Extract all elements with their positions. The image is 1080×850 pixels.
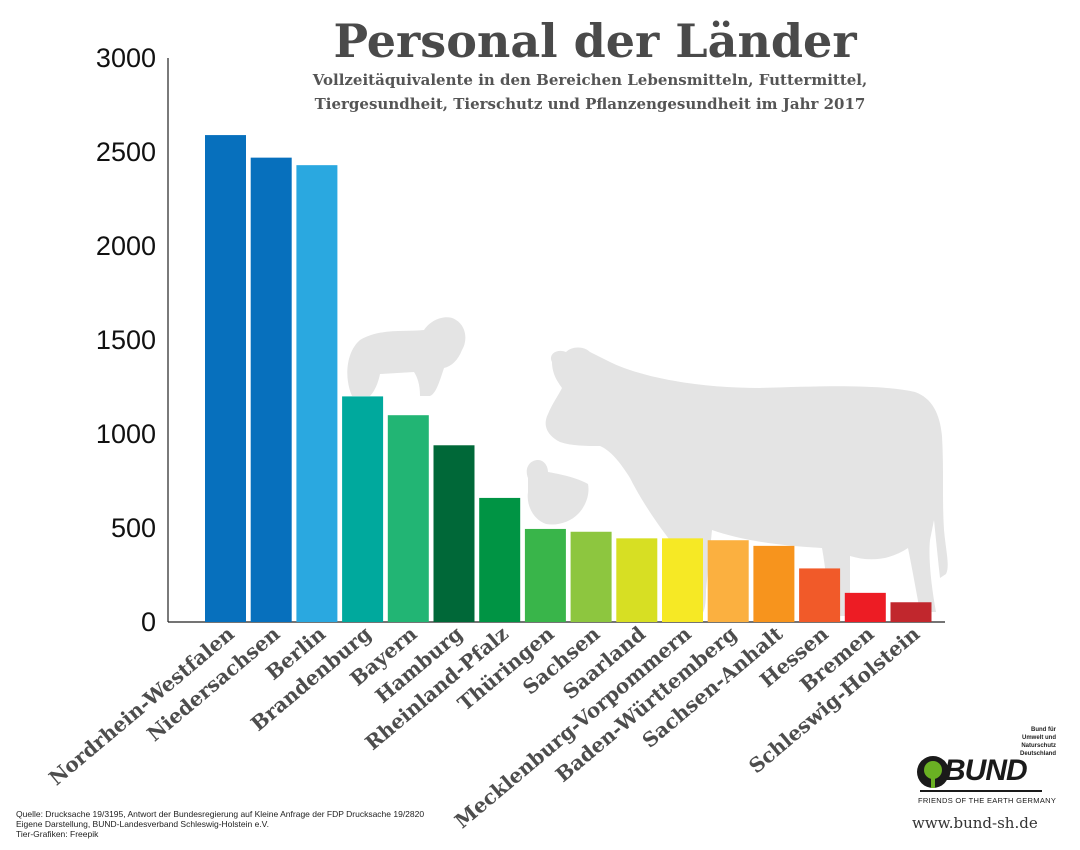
- bars: [205, 135, 932, 622]
- bar: [250, 157, 292, 622]
- logo-wordmark: BUND: [944, 754, 1028, 787]
- website-link[interactable]: www.bund-sh.de: [912, 814, 1038, 832]
- bund-logo: Bund für Umwelt und Naturschutz Deutschl…: [912, 726, 1062, 810]
- logo-tagline-4: Deutschland: [1019, 751, 1056, 757]
- bund-tree-icon: [917, 756, 949, 788]
- sheep-icon: [347, 317, 466, 396]
- y-tick-label: 1000: [96, 419, 156, 449]
- source-line-2: Eigene Darstellung, BUND-Landesverband S…: [16, 819, 269, 829]
- bar: [662, 538, 703, 622]
- bar: [570, 531, 612, 622]
- bar: [433, 445, 475, 622]
- logo-divider: [920, 790, 1042, 792]
- chart-title: Personal der Länder: [333, 14, 857, 68]
- animal-silhouettes: [347, 317, 948, 616]
- y-tick-label: 1500: [96, 325, 156, 355]
- x-tick-label: Nordrhein-Westfalen: [44, 621, 239, 790]
- logo-tagline-3: Naturschutz: [1021, 743, 1056, 749]
- y-tick-labels: 0 500 1000 1500 2000 2500 3000: [96, 43, 156, 637]
- bar: [205, 135, 246, 622]
- chicken-icon: [526, 460, 589, 525]
- bar: [707, 540, 749, 622]
- source-note: Quelle: Drucksache 19/3195, Antwort der …: [16, 809, 424, 839]
- x-tick-labels: Nordrhein-WestfalenNiedersachsenBerlinBr…: [44, 621, 924, 833]
- bar: [387, 415, 429, 622]
- bar: [342, 396, 384, 622]
- source-line-1: Quelle: Drucksache 19/3195, Antwort der …: [16, 809, 425, 819]
- y-tick-label: 2500: [96, 137, 156, 167]
- logo-tagline: Bund für Umwelt und Naturschutz Deutschl…: [1020, 726, 1056, 758]
- y-tick-label: 3000: [96, 43, 156, 73]
- bar: [616, 538, 658, 622]
- bar: [479, 497, 521, 622]
- bar: [524, 528, 566, 622]
- logo-tagline-2: Umwelt und: [1022, 735, 1056, 741]
- y-tick-label: 2000: [96, 231, 156, 261]
- cow-icon: [545, 347, 948, 616]
- chart-subtitle: Vollzeitäquivalente in den Bereichen Leb…: [290, 68, 890, 116]
- subtitle-line-1: Vollzeitäquivalente in den Bereichen Leb…: [312, 71, 868, 89]
- logo-subline: FRIENDS OF THE EARTH GERMANY: [918, 796, 1057, 805]
- y-tick-label: 0: [141, 607, 156, 637]
- logo-tagline-1: Bund für: [1031, 727, 1056, 733]
- bar: [890, 602, 932, 622]
- bar: [799, 568, 841, 622]
- bar: [844, 592, 886, 622]
- y-tick-label: 500: [111, 513, 156, 543]
- bar: [296, 165, 338, 622]
- source-line-3: Tier-Grafiken: Freepik: [16, 829, 99, 839]
- bar: [753, 545, 795, 622]
- subtitle-line-2: Tiergesundheit, Tierschutz und Pflanzeng…: [314, 95, 866, 113]
